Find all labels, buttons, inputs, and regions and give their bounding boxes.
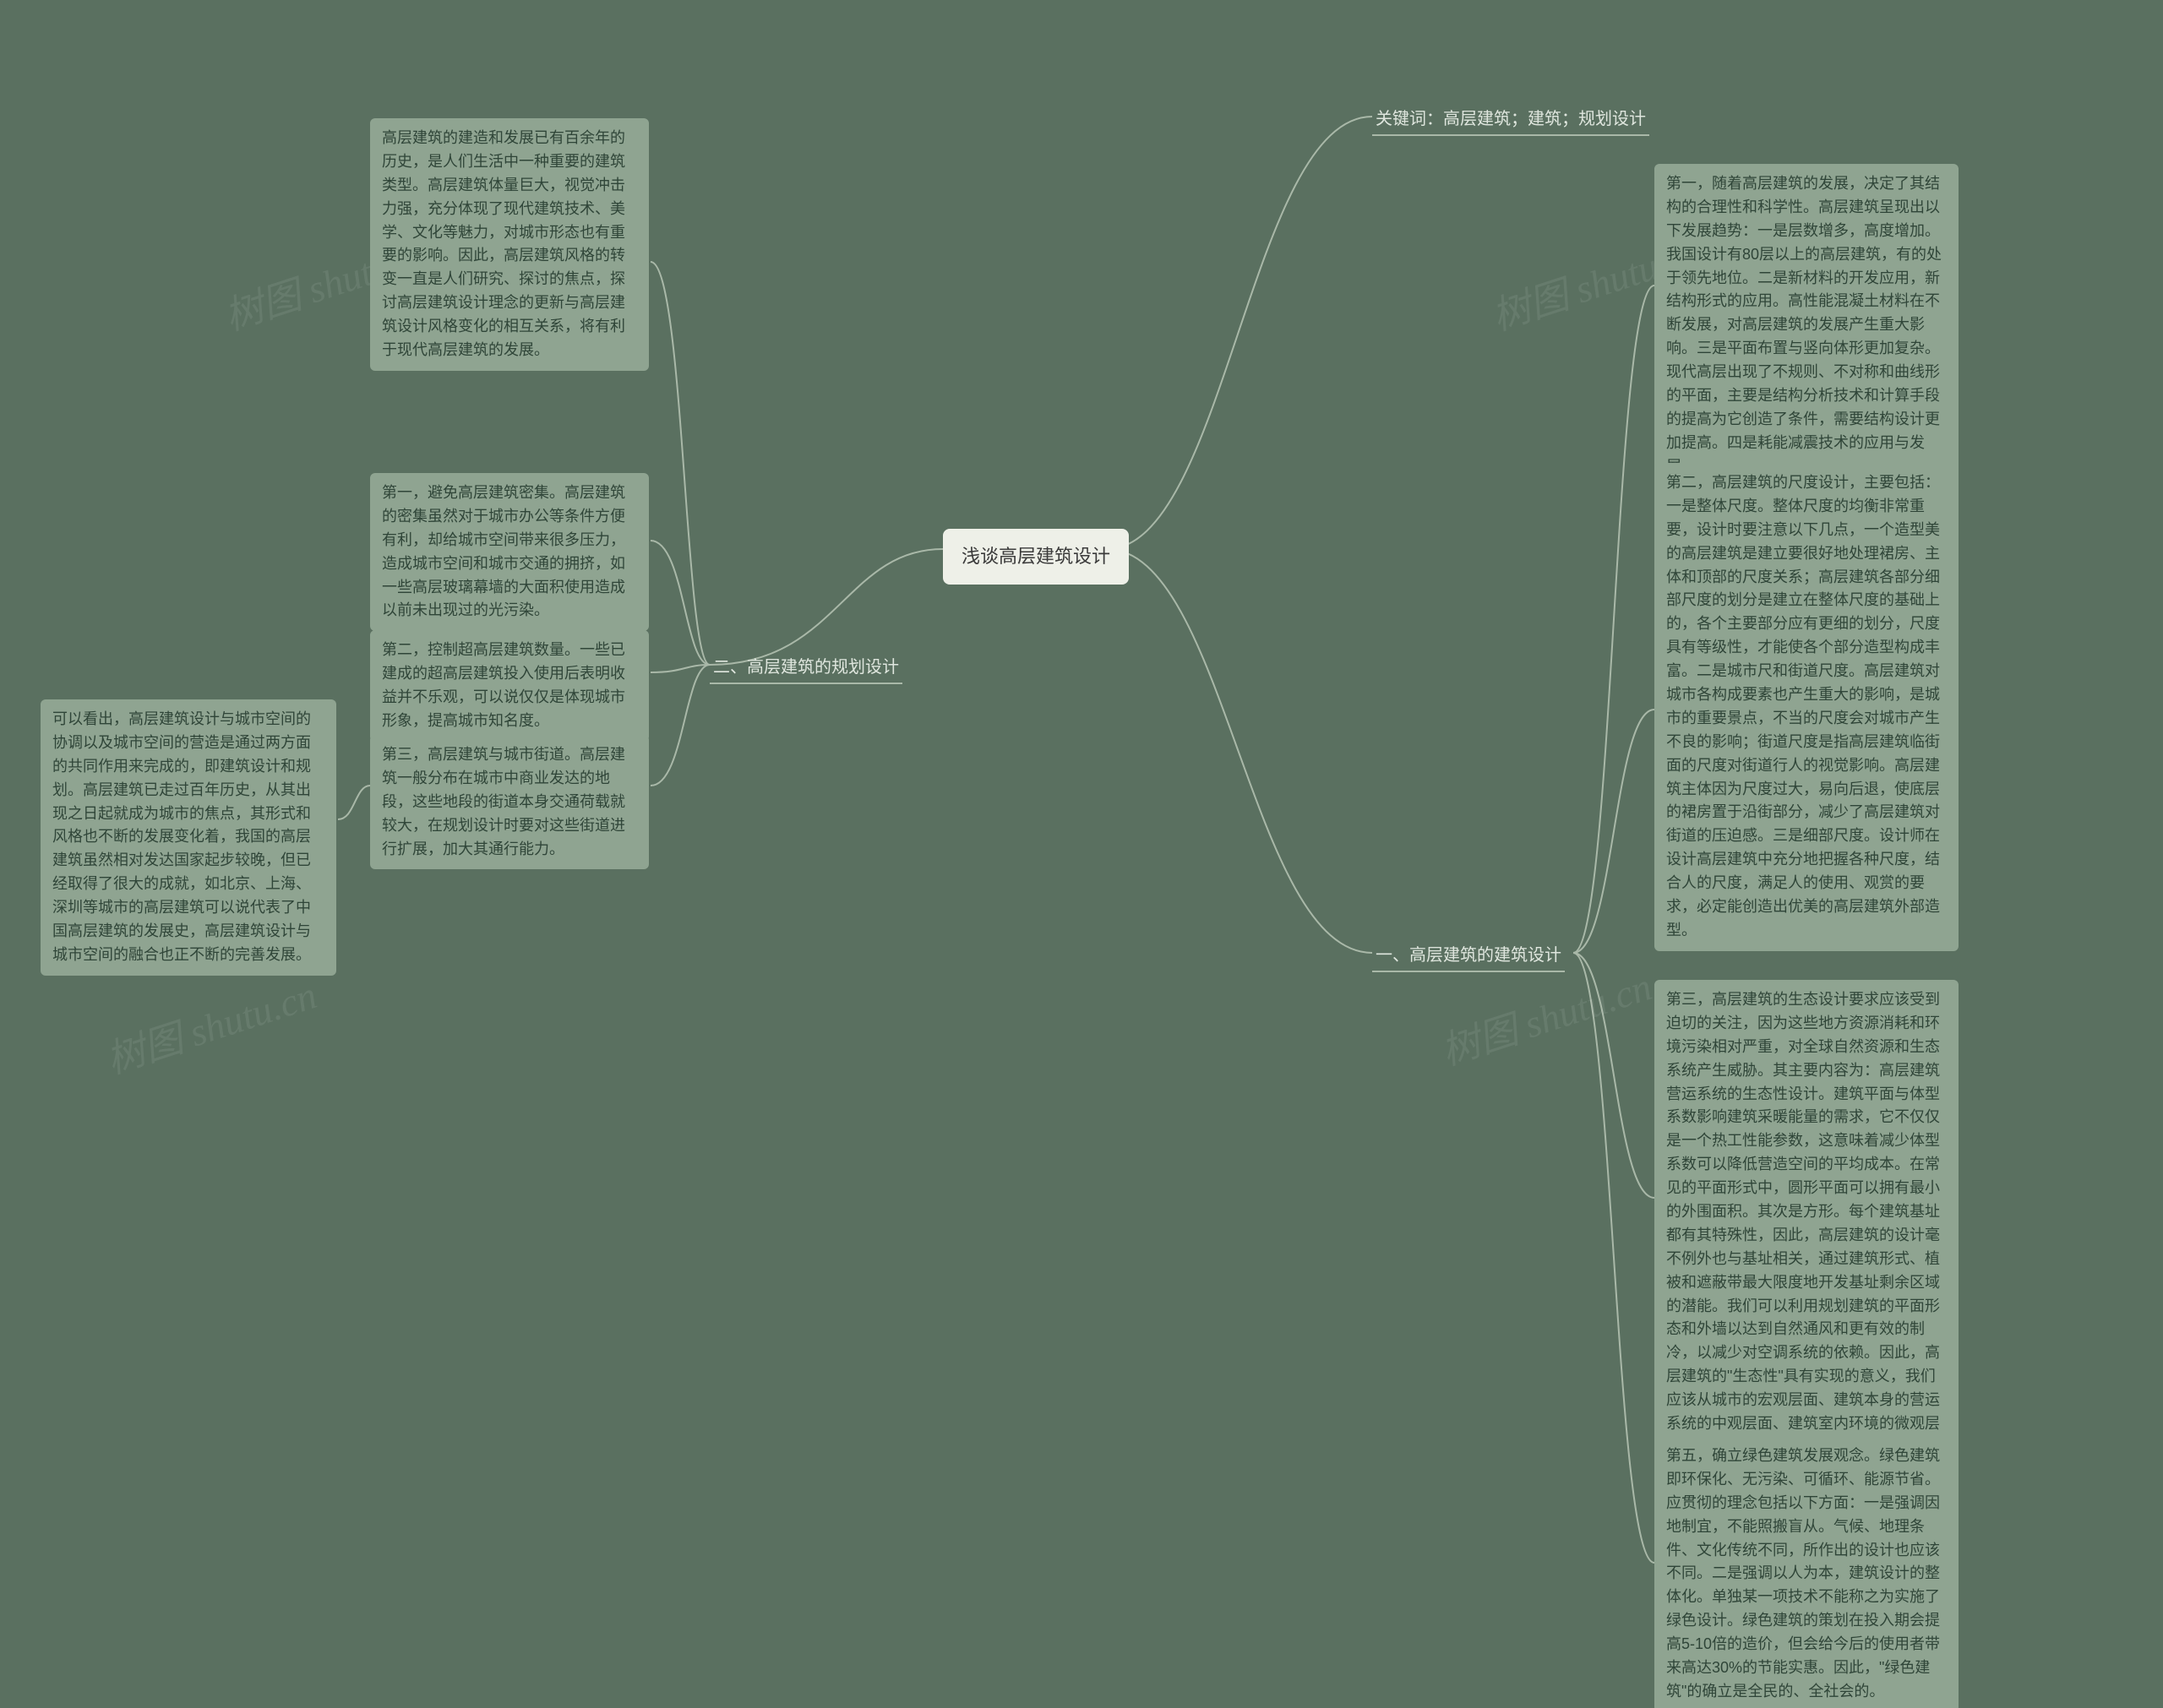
- node-s1-5: 第五，确立绿色建筑发展观念。绿色建筑即环保化、无污染、可循环、能源节省。应贯彻的…: [1654, 1436, 1959, 1708]
- edge-section2-s2-intro: [651, 262, 710, 665]
- edge-root-section1: [1107, 549, 1372, 953]
- edge-section1-s1-3: [1573, 953, 1654, 1198]
- edge-section2-s2-2: [651, 665, 710, 672]
- node-s1-3: 第三，高层建筑的生态设计要求应该受到迫切的关注，因为这些地方资源消耗和环境污染相…: [1654, 980, 1959, 1492]
- edge-section1-s1-5: [1573, 953, 1654, 1563]
- edge-root-section2: [710, 549, 943, 665]
- watermark: 树图 shutu.cn: [98, 965, 323, 1085]
- edge-section1-s1-1: [1573, 286, 1654, 953]
- node-s1-2: 第二，高层建筑的尺度设计，主要包括：一是整体尺度。整体尺度的均衡非常重要，设计时…: [1654, 463, 1959, 951]
- edge-section1-s1-2: [1573, 710, 1654, 953]
- branch-section1: 一、高层建筑的建筑设计: [1372, 941, 1565, 972]
- branch-section2: 二、高层建筑的规划设计: [710, 653, 902, 684]
- edge-s2-3-s2-3-a: [338, 786, 370, 819]
- node-s1-1: 第一，随着高层建筑的发展，决定了其结构的合理性和科学性。高层建筑呈现出以下发展趋…: [1654, 164, 1959, 487]
- branch-keywords: 关键词：高层建筑；建筑；规划设计: [1372, 105, 1649, 136]
- node-s2-3-a: 可以看出，高层建筑设计与城市空间的协调以及城市空间的营造是通过两方面的共同作用来…: [41, 699, 336, 976]
- node-s2-1: 第一，避免高层建筑密集。高层建筑的密集虽然对于城市办公等条件方便有利，却给城市空…: [370, 473, 649, 631]
- node-s2-intro: 高层建筑的建造和发展已有百余年的历史，是人们生活中一种重要的建筑类型。高层建筑体…: [370, 118, 649, 371]
- node-s2-3: 第三，高层建筑与城市街道。高层建筑一般分布在城市中商业发达的地段，这些地段的街道…: [370, 735, 649, 869]
- watermark: 树图 shutu.cn: [1433, 956, 1658, 1077]
- edge-section2-s2-1: [651, 541, 710, 665]
- node-s2-2: 第二，控制超高层建筑数量。一些已建成的超高层建筑投入使用后表明收益并不乐观，可以…: [370, 630, 649, 742]
- mindmap-root: 浅谈高层建筑设计: [943, 529, 1129, 585]
- edge-root-keywords: [1107, 117, 1372, 549]
- edge-section2-s2-3: [651, 665, 710, 786]
